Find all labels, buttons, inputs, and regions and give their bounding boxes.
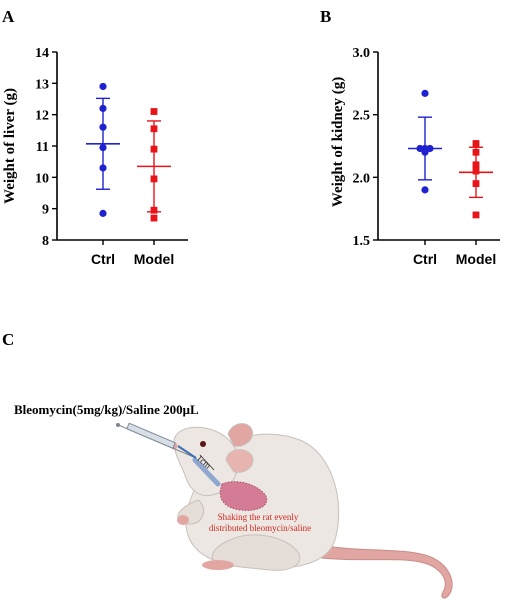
data-point-model-liver (150, 145, 158, 153)
data-point-ctrl-liver (99, 209, 107, 217)
panel-label-a: A (2, 7, 15, 26)
injection-label: Bleomycin(5mg/kg)/Saline 200μL (14, 402, 199, 417)
y-tick-label-liver: 11 (36, 140, 49, 155)
rat-hind-leg (211, 534, 301, 571)
annotation-line-2: distributed bleomycin/saline (209, 523, 311, 533)
data-point-ctrl-kidney (421, 186, 429, 194)
data-point-ctrl-liver (99, 123, 107, 131)
data-point-ctrl-liver (99, 104, 107, 112)
panel-label-b: B (320, 7, 331, 26)
distance-marker (199, 454, 215, 471)
x-tick-label-model: Model (134, 251, 174, 267)
rat-eye (200, 441, 206, 447)
y-tick-label-liver: 13 (35, 77, 49, 92)
data-point-ctrl-kidney (421, 89, 429, 97)
x-tick-label-ctrl: Ctrl (91, 251, 115, 267)
data-point-ctrl-liver (99, 82, 107, 91)
data-point-model-kidney (472, 180, 480, 187)
rat-front-paw (177, 515, 189, 525)
data-point-model-kidney (472, 161, 480, 169)
data-point-ctrl-kidney (421, 148, 429, 156)
data-point-model-liver (150, 175, 158, 183)
data-point-model-liver (150, 125, 158, 133)
rat-tail (317, 544, 453, 599)
y-tick-label-liver: 8 (42, 234, 49, 249)
y-tick-label-kidney: 2.0 (353, 171, 371, 186)
syringe-icon (115, 422, 197, 459)
data-point-ctrl-liver (99, 164, 107, 172)
data-point-ctrl-kidney (426, 144, 434, 153)
y-tick-label-kidney: 2.5 (353, 109, 371, 124)
y-tick-label-kidney: 3.0 (353, 46, 371, 61)
data-point-ctrl-liver (99, 143, 107, 152)
annotation-line-1: Shaking the rat evenly (218, 512, 299, 522)
chart-kidney-weight: 1.5 2.0 2.5 3.0 Weight of kidney (g) Ctrl Mode… (330, 46, 500, 267)
chart-liver-weight: 8 9 10 11 12 13 14 Weight of liver (g) Ctrl Model (2, 46, 188, 267)
y-tick-label-kidney: 1.5 (353, 234, 371, 249)
data-point-model-kidney (472, 211, 480, 219)
rat-lung (219, 481, 268, 511)
rat-injection-illustration: Bleomycin(5mg/kg)/Saline 200μL 1cm (14, 402, 453, 599)
y-axis-label-liver: Weight of liver (g) (2, 88, 18, 204)
rat-ear-back (227, 423, 253, 447)
rat-ear-front (225, 449, 254, 473)
x-tick-label-model: Model (456, 251, 496, 267)
data-point-model-liver (150, 214, 158, 222)
rat-hind-paw (202, 560, 234, 570)
data-point-model-kidney (472, 148, 480, 156)
data-point-model-liver (150, 108, 158, 115)
panel-label-c: C (2, 330, 14, 349)
y-tick-label-liver: 14 (35, 46, 49, 61)
data-point-model-kidney (472, 167, 480, 175)
rat-trachea (192, 457, 221, 487)
y-tick-label-liver: 10 (35, 171, 49, 186)
y-tick-label-liver: 9 (42, 203, 49, 218)
data-point-ctrl-kidney (416, 144, 424, 153)
y-tick-label-liver: 12 (35, 109, 49, 124)
x-tick-label-ctrl: Ctrl (413, 251, 437, 267)
data-point-model-liver (150, 206, 158, 214)
data-point-model-kidney (472, 140, 480, 147)
y-axis-label-kidney: Weight of kidney (g) (330, 77, 346, 207)
